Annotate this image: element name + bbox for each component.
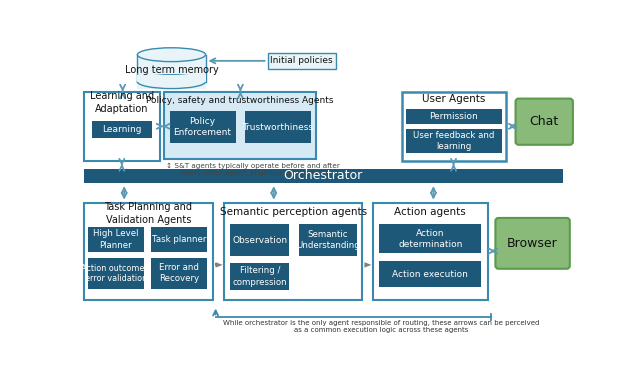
Text: Policy
Enforcement: Policy Enforcement bbox=[173, 117, 232, 137]
Bar bbox=[268, 53, 336, 68]
Bar bbox=[224, 202, 362, 299]
Text: ↕ S&T agents typically operate before and after
   every other agent, enabling c: ↕ S&T agents typically operate before an… bbox=[166, 163, 340, 176]
Bar bbox=[379, 261, 481, 287]
Text: Chat: Chat bbox=[530, 115, 559, 128]
Bar bbox=[138, 55, 205, 89]
Bar bbox=[298, 224, 358, 257]
Text: Action outcome /
error validation: Action outcome / error validation bbox=[81, 263, 150, 283]
Text: Orchestrator: Orchestrator bbox=[284, 169, 363, 182]
Text: Action
determination: Action determination bbox=[398, 229, 463, 249]
Text: Action execution: Action execution bbox=[392, 270, 468, 279]
Bar bbox=[151, 258, 207, 289]
Bar bbox=[138, 75, 205, 82]
Bar bbox=[406, 128, 502, 153]
Bar bbox=[151, 227, 207, 252]
Text: User feedback and
learning: User feedback and learning bbox=[413, 131, 494, 151]
Text: Error and
Recovery: Error and Recovery bbox=[159, 263, 199, 283]
Text: Semantic
Understanding: Semantic Understanding bbox=[296, 230, 360, 250]
Bar bbox=[84, 92, 160, 161]
Bar bbox=[88, 258, 143, 289]
Ellipse shape bbox=[138, 75, 205, 89]
Text: Action agents: Action agents bbox=[394, 207, 466, 217]
Text: Permission: Permission bbox=[429, 112, 478, 121]
Text: Observation: Observation bbox=[232, 236, 287, 245]
Bar bbox=[170, 111, 236, 143]
Text: Semantic perception agents: Semantic perception agents bbox=[220, 207, 367, 217]
Text: Trustworthiness: Trustworthiness bbox=[242, 123, 313, 132]
Bar bbox=[92, 121, 152, 138]
Text: User Agents: User Agents bbox=[422, 94, 485, 104]
Text: Learning and
Adaptation: Learning and Adaptation bbox=[90, 91, 154, 113]
Text: Task Planning and
Validation Agents: Task Planning and Validation Agents bbox=[104, 202, 192, 224]
FancyBboxPatch shape bbox=[495, 218, 570, 269]
Bar bbox=[230, 262, 289, 290]
FancyBboxPatch shape bbox=[516, 98, 573, 145]
Text: Long term memory: Long term memory bbox=[125, 65, 218, 75]
Bar bbox=[373, 202, 488, 299]
Bar bbox=[379, 224, 481, 253]
Bar bbox=[245, 111, 311, 143]
Text: Filtering /
compression: Filtering / compression bbox=[232, 266, 287, 287]
Polygon shape bbox=[364, 262, 371, 268]
Bar bbox=[406, 109, 502, 124]
Ellipse shape bbox=[138, 48, 205, 61]
Text: Browser: Browser bbox=[508, 237, 558, 250]
Text: Policy, safety and trustworthiness Agents: Policy, safety and trustworthiness Agent… bbox=[146, 96, 333, 105]
Text: Initial policies: Initial policies bbox=[270, 56, 333, 66]
Bar bbox=[230, 224, 289, 257]
Bar bbox=[84, 202, 213, 299]
Polygon shape bbox=[216, 262, 223, 268]
Text: Task planner: Task planner bbox=[152, 235, 206, 244]
Text: Learning: Learning bbox=[102, 125, 141, 134]
Text: While orchestrator is the only agent responsible of routing, these arrows can be: While orchestrator is the only agent res… bbox=[223, 320, 540, 333]
Bar bbox=[402, 92, 506, 161]
Bar bbox=[164, 92, 316, 160]
Bar bbox=[215, 264, 216, 266]
Bar bbox=[84, 169, 563, 183]
Text: High Level
Planner: High Level Planner bbox=[93, 229, 138, 250]
Bar bbox=[88, 227, 143, 252]
